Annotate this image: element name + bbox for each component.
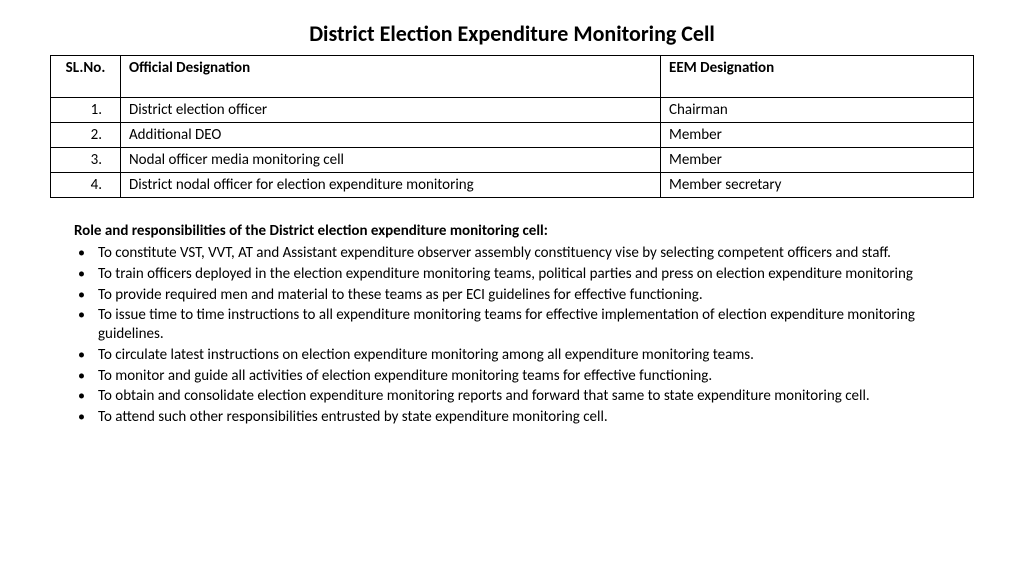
table-row: 3. Nodal officer media monitoring cell M…	[51, 148, 974, 173]
header-slno: SL.No.	[51, 56, 121, 98]
cell-off: Additional DEO	[121, 123, 661, 148]
page-title: District Election Expenditure Monitoring…	[50, 20, 974, 47]
cell-off: Nodal officer media monitoring cell	[121, 148, 661, 173]
cell-eem: Member	[661, 148, 974, 173]
cell-sl: 3.	[51, 148, 121, 173]
responsibilities-list: To constitute VST, VVT, AT and Assistant…	[50, 244, 974, 427]
cell-eem: Chairman	[661, 98, 974, 123]
cell-off: District election officer	[121, 98, 661, 123]
list-item: To circulate latest instructions on elec…	[74, 346, 974, 365]
list-item: To issue time to time instructions to al…	[74, 306, 974, 344]
list-item: To obtain and consolidate election expen…	[74, 387, 974, 406]
table-header-row: SL.No. Official Designation EEM Designat…	[51, 56, 974, 98]
list-item: To monitor and guide all activities of e…	[74, 367, 974, 386]
list-item: To constitute VST, VVT, AT and Assistant…	[74, 244, 974, 263]
cell-sl: 1.	[51, 98, 121, 123]
list-item: To train officers deployed in the electi…	[74, 265, 974, 284]
table-row: 1. District election officer Chairman	[51, 98, 974, 123]
list-item: To provide required men and material to …	[74, 286, 974, 305]
cell-eem: Member	[661, 123, 974, 148]
cell-eem: Member secretary	[661, 173, 974, 198]
header-official: Official Designation	[121, 56, 661, 98]
section-subhead: Role and responsibilities of the Distric…	[50, 222, 974, 240]
cell-sl: 2.	[51, 123, 121, 148]
designation-table: SL.No. Official Designation EEM Designat…	[50, 55, 974, 198]
table-row: 4. District nodal officer for election e…	[51, 173, 974, 198]
table-row: 2. Additional DEO Member	[51, 123, 974, 148]
cell-sl: 4.	[51, 173, 121, 198]
cell-off: District nodal officer for election expe…	[121, 173, 661, 198]
header-eem: EEM Designation	[661, 56, 974, 98]
list-item: To attend such other responsibilities en…	[74, 408, 974, 427]
